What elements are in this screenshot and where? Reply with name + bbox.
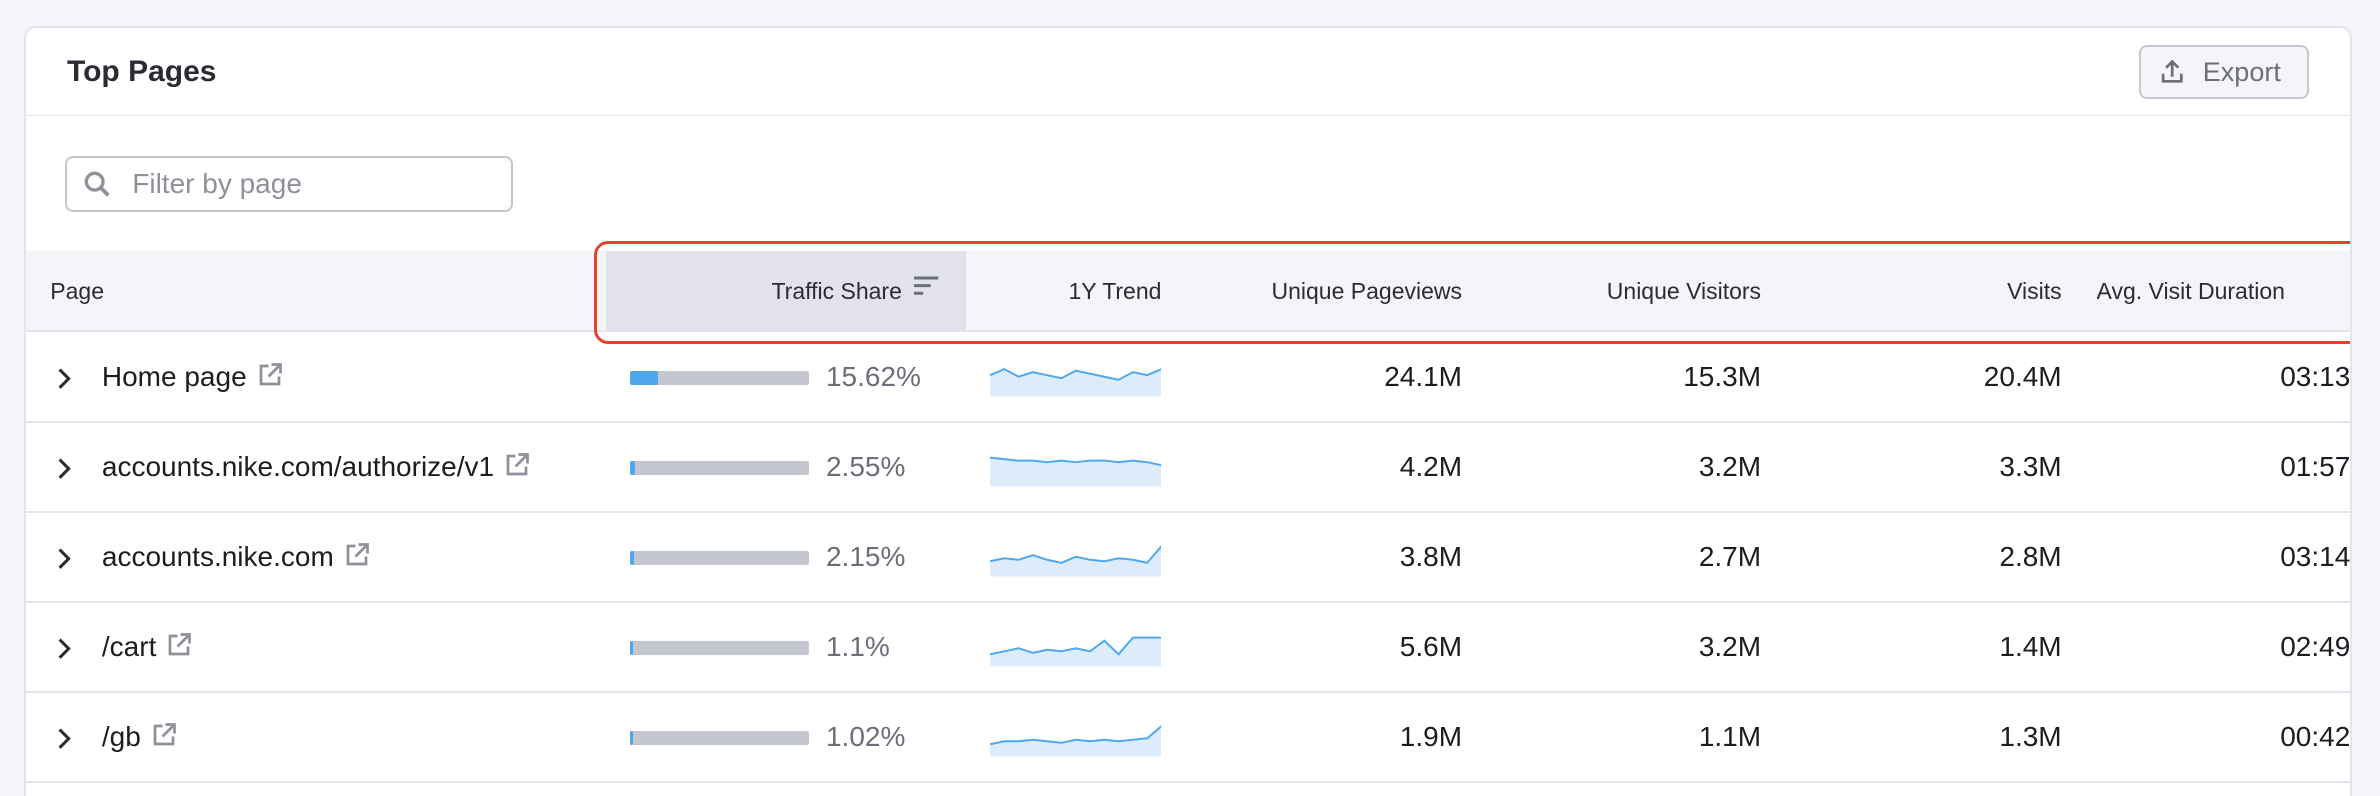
row-divider (26, 421, 2350, 423)
external-link-svg (259, 363, 282, 386)
column-header[interactable]: Unique Pageviews (1271, 278, 1463, 305)
visits: 1.3M (1999, 721, 2062, 753)
unique-visitors: 3.2M (1698, 631, 1762, 663)
share-bar-track (630, 551, 810, 565)
external-link-svg (346, 543, 369, 566)
avg-visit-duration: 03:14 (2280, 541, 2351, 573)
traffic-share: 1.02% (825, 721, 906, 753)
share-bar-track (630, 461, 810, 475)
divider (26, 114, 2349, 117)
share-bar-track (630, 731, 810, 745)
external-link-icon[interactable] (494, 451, 532, 482)
avg-visit-duration: 01:57 (2280, 451, 2351, 483)
external-link-icon[interactable] (141, 721, 179, 752)
trend-sparkline (989, 717, 1163, 757)
trend-sparkline-svg (989, 637, 1162, 667)
expand-chevron-svg (58, 458, 71, 479)
expand-chevron (52, 545, 76, 572)
expand-chevron (52, 725, 76, 752)
page-link[interactable]: Home page (102, 333, 285, 421)
upload-icon-svg (2161, 59, 2183, 83)
share-bar-track (630, 371, 810, 385)
row-divider (26, 601, 2350, 603)
row-divider (26, 511, 2350, 513)
trend-sparkline (989, 357, 1162, 397)
filter-input[interactable] (65, 155, 514, 212)
traffic-share: 15.62% (825, 361, 921, 393)
visits: 1.4M (1999, 631, 2062, 663)
unique-visitors: 1.1M (1698, 721, 1762, 753)
unique-pageviews: 3.8M (1399, 541, 1463, 573)
row-divider (26, 691, 2350, 693)
upload-icon (2154, 54, 2190, 90)
sorted-column-bg (605, 251, 966, 332)
share-bar-fill (630, 551, 634, 565)
search-icon-svg (84, 171, 110, 197)
top-pages-card: Top Pages Export Filter by page Page Traffic… (24, 26, 2352, 796)
traffic-share: 2.55% (825, 451, 906, 483)
expand-chevron (52, 365, 76, 392)
sort-icon-svg (914, 276, 939, 296)
trend-sparkline (989, 447, 1162, 487)
external-link-svg (506, 453, 529, 476)
page-link[interactable]: accounts.nike.com/authorize/v1 (102, 423, 532, 511)
visits: 20.4M (1983, 361, 2062, 393)
trend-sparkline (989, 627, 1162, 667)
unique-pageviews: 4.2M (1399, 451, 1463, 483)
traffic-share: 2.15% (825, 541, 906, 573)
unique-visitors: 3.2M (1698, 451, 1762, 483)
avg-visit-duration: 02:49 (2280, 631, 2351, 663)
expand-chevron (52, 455, 76, 482)
trend-sparkline-svg (989, 545, 1163, 577)
expand-chevron-svg (58, 728, 71, 749)
page-link[interactable]: /gb (102, 693, 179, 781)
external-link-icon[interactable] (247, 361, 285, 392)
external-link-icon[interactable] (334, 541, 372, 572)
expand-chevron-svg (58, 548, 71, 569)
trend-sparkline-svg (989, 725, 1163, 757)
share-bar-fill (630, 371, 659, 385)
highlight-box (593, 240, 2350, 344)
column-header[interactable]: Visits (2007, 278, 2062, 305)
column-header[interactable]: 1Y Trend (1068, 278, 1162, 305)
page-link[interactable]: accounts.nike.com (102, 513, 372, 601)
trend-sparkline-svg (989, 368, 1162, 397)
table-header (26, 251, 2350, 332)
export-label[interactable]: Export (2202, 56, 2281, 87)
unique-pageviews: 5.6M (1399, 631, 1463, 663)
expand-chevron-svg (58, 638, 71, 659)
share-bar-fill (630, 731, 634, 745)
share-bar-track (630, 641, 810, 655)
share-bar-fill (630, 461, 635, 475)
expand-chevron (52, 635, 76, 662)
search-icon (81, 168, 114, 201)
page-link[interactable]: /cart (102, 603, 194, 691)
trend-sparkline-svg (989, 457, 1162, 487)
unique-visitors: 2.7M (1698, 541, 1762, 573)
column-header[interactable]: Unique Visitors (1606, 278, 1762, 305)
traffic-share: 1.1% (825, 631, 890, 663)
title: Top Pages (66, 54, 217, 88)
column-header[interactable]: Page (50, 278, 104, 305)
export-button[interactable] (2139, 44, 2310, 100)
unique-pageviews: 1.9M (1399, 721, 1463, 753)
expand-chevron-svg (58, 368, 71, 389)
share-bar-fill (630, 641, 634, 655)
trend-sparkline (989, 537, 1163, 577)
visits: 3.3M (1999, 451, 2062, 483)
external-link-svg (169, 633, 192, 656)
row-divider (26, 781, 2350, 783)
visits: 2.8M (1999, 541, 2062, 573)
sort-icon (911, 275, 941, 299)
column-header[interactable]: Traffic Share (771, 278, 902, 305)
filter-placeholder[interactable]: Filter by page (132, 167, 302, 199)
avg-visit-duration: 03:13 (2280, 361, 2351, 393)
external-link-svg (153, 723, 176, 746)
unique-pageviews: 24.1M (1384, 361, 1463, 393)
external-link-icon[interactable] (156, 631, 194, 662)
unique-visitors: 15.3M (1683, 361, 1762, 393)
avg-visit-duration: 00:42 (2280, 721, 2351, 753)
column-header[interactable]: Avg. Visit Duration (2096, 278, 2285, 305)
